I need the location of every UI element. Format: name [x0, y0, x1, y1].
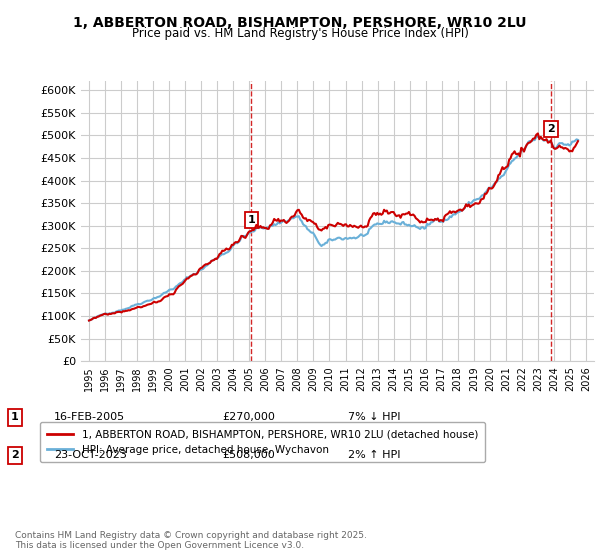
- Text: 2: 2: [11, 450, 19, 460]
- Text: 23-OCT-2023: 23-OCT-2023: [54, 450, 127, 460]
- Text: £508,000: £508,000: [222, 450, 275, 460]
- Text: Price paid vs. HM Land Registry's House Price Index (HPI): Price paid vs. HM Land Registry's House …: [131, 27, 469, 40]
- Text: 1: 1: [11, 412, 19, 422]
- Text: £270,000: £270,000: [222, 412, 275, 422]
- Text: 16-FEB-2005: 16-FEB-2005: [54, 412, 125, 422]
- Text: 2: 2: [547, 124, 555, 134]
- Legend: 1, ABBERTON ROAD, BISHAMPTON, PERSHORE, WR10 2LU (detached house), HPI: Average : 1, ABBERTON ROAD, BISHAMPTON, PERSHORE, …: [40, 422, 485, 462]
- Text: 1: 1: [247, 215, 255, 225]
- Text: 2% ↑ HPI: 2% ↑ HPI: [348, 450, 401, 460]
- Text: 1, ABBERTON ROAD, BISHAMPTON, PERSHORE, WR10 2LU: 1, ABBERTON ROAD, BISHAMPTON, PERSHORE, …: [73, 16, 527, 30]
- Text: 7% ↓ HPI: 7% ↓ HPI: [348, 412, 401, 422]
- Text: Contains HM Land Registry data © Crown copyright and database right 2025.
This d: Contains HM Land Registry data © Crown c…: [15, 530, 367, 550]
